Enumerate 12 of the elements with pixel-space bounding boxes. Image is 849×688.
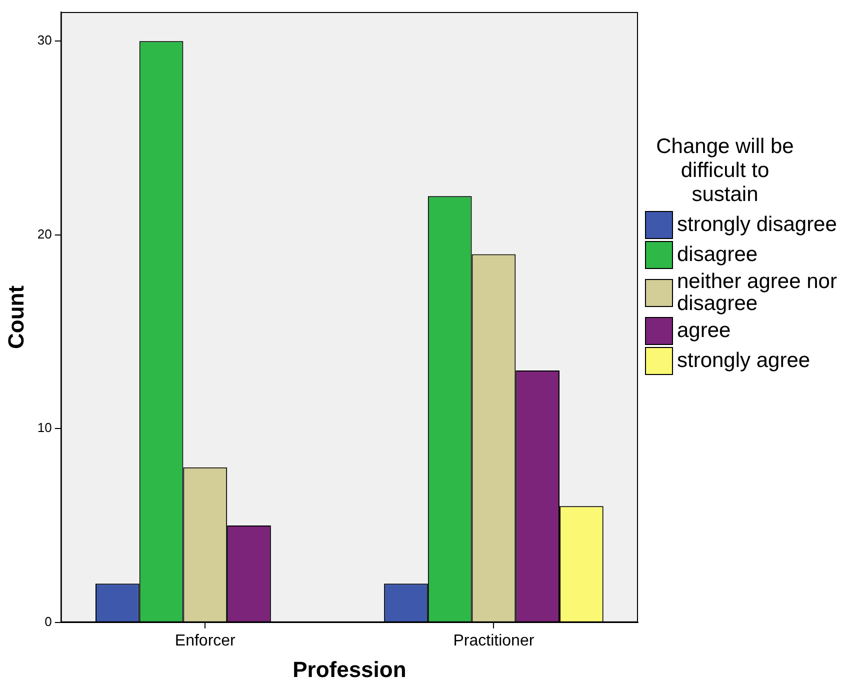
y-tick-label: 0 bbox=[44, 614, 52, 629]
y-tick-label: 30 bbox=[37, 32, 52, 48]
y-tick-label: 20 bbox=[37, 226, 52, 242]
legend-label: agree bbox=[677, 319, 732, 342]
x-axis-title: Profession bbox=[292, 656, 406, 682]
legend-label: strongly agree bbox=[677, 349, 812, 372]
legend-label: disagree bbox=[677, 243, 759, 266]
x-tick-label: Enforcer bbox=[174, 632, 236, 650]
x-tick-label: Practitioner bbox=[453, 632, 535, 650]
y-tick-label: 10 bbox=[37, 420, 52, 436]
legend-label: strongly disagree bbox=[677, 213, 838, 236]
y-axis-title: Count bbox=[3, 284, 28, 349]
